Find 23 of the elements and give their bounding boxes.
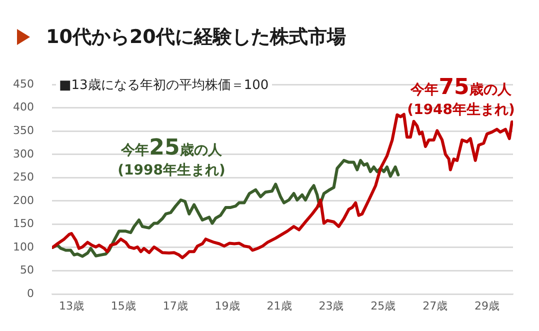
x-tick-label: 27歳 <box>422 299 448 312</box>
y-tick-label: 150 <box>13 217 34 230</box>
y-tick-label: 0 <box>27 286 34 300</box>
text: 今年25歳の人 (1998年生まれ) <box>118 135 226 178</box>
y-tick-label: 250 <box>13 170 34 184</box>
y-tick-label: 450 <box>13 77 34 90</box>
x-tick-label: 13歳 <box>58 299 84 312</box>
x-tick-label: 23歳 <box>318 299 344 312</box>
x-tick-label: 21歳 <box>266 299 292 312</box>
text: 今年75歳の人 (1948年生まれ) <box>407 74 515 118</box>
x-tick-label: 15歳 <box>110 299 136 312</box>
chart-title: 10代から20代に経験した株式市場 <box>46 25 346 50</box>
y-tick-label: 200 <box>13 194 34 207</box>
y-tick-label: 50 <box>20 264 34 277</box>
x-tick-label: 25歳 <box>370 299 396 312</box>
x-tick-label: 19歳 <box>214 299 240 312</box>
annotation: ■13歳になる年初の平均株価＝100 <box>56 78 272 94</box>
x-tick-label: 17歳 <box>162 299 188 312</box>
y-tick-label: 350 <box>13 124 34 137</box>
y-tick-label: 100 <box>13 240 34 254</box>
y-tick-label: 300 <box>13 147 34 160</box>
y-tick-label: 400 <box>13 100 34 114</box>
x-tick-label: 29歳 <box>474 299 500 312</box>
